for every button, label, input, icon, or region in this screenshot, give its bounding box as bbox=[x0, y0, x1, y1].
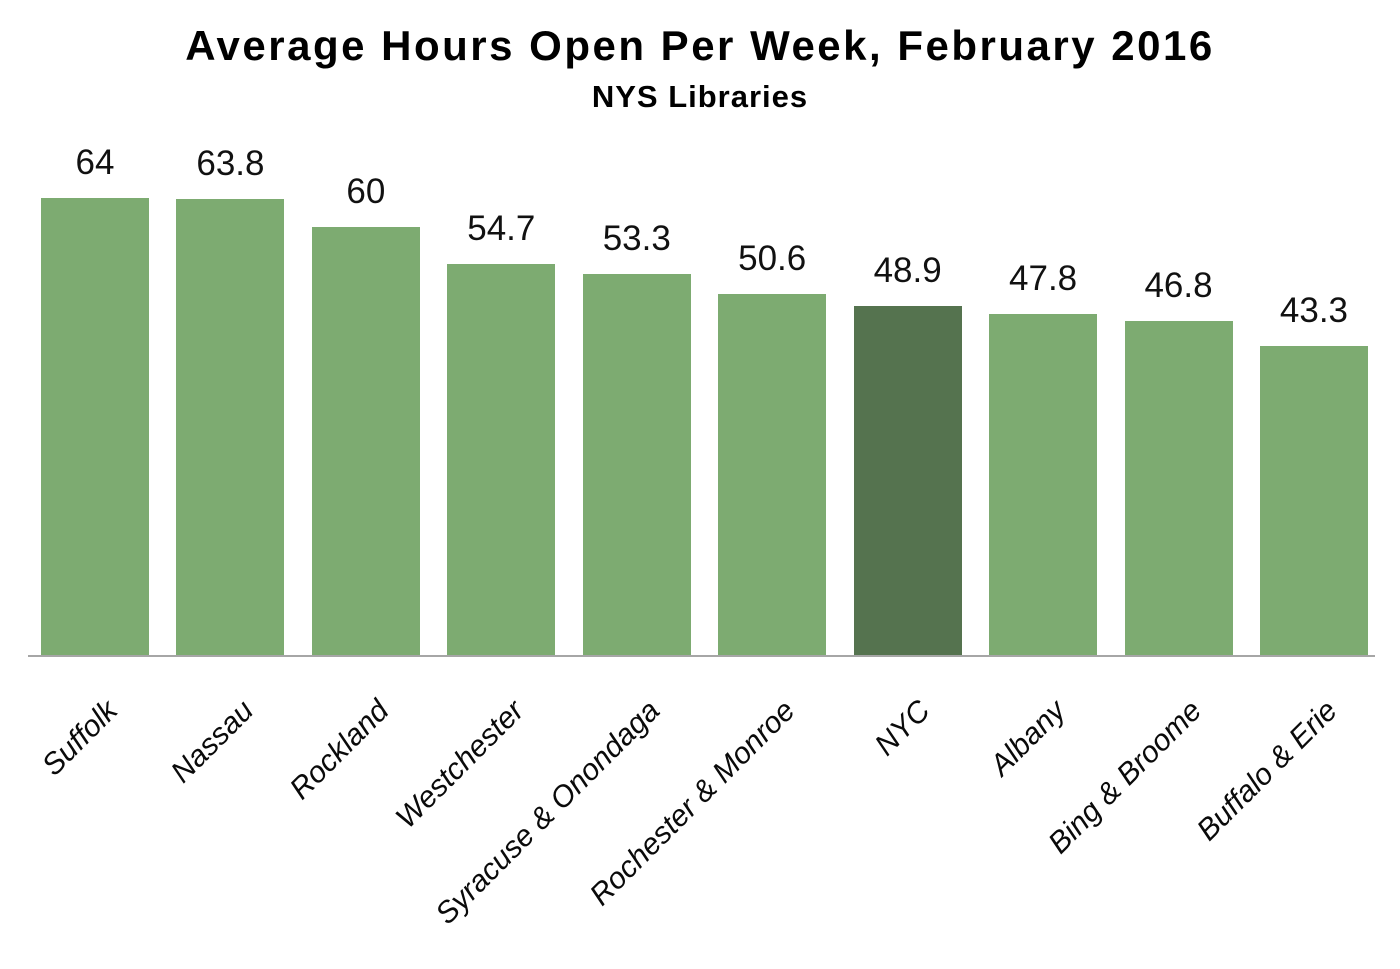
chart-title: Average Hours Open Per Week, February 20… bbox=[185, 22, 1215, 69]
bar-value-label-nassau: 63.8 bbox=[196, 144, 265, 183]
x-axis-label-rockland: Rockland bbox=[283, 694, 396, 806]
bar-value-label-rockland: 60 bbox=[346, 172, 386, 211]
bar-albany bbox=[989, 314, 1098, 655]
bar-westchester bbox=[447, 264, 556, 655]
bar-value-label-bing-broome: 46.8 bbox=[1144, 266, 1213, 305]
bar-value-label-westchester: 54.7 bbox=[467, 209, 536, 248]
bar-rockland bbox=[311, 227, 420, 655]
bar-value-label-buffalo-erie: 43.3 bbox=[1279, 291, 1349, 330]
x-axis-label-buffalo-erie: Buffalo & Erie bbox=[1190, 694, 1344, 848]
bar-nassau bbox=[176, 199, 285, 655]
bar-value-label-suffolk: 64 bbox=[75, 143, 115, 182]
x-axis-label-westchester: Westchester bbox=[389, 694, 531, 835]
bar-suffolk bbox=[41, 198, 149, 655]
bar-value-label-albany: 47.8 bbox=[1009, 259, 1078, 298]
bar-rochester-monroe bbox=[718, 294, 827, 655]
bar-nyc bbox=[853, 306, 962, 655]
bar-bing-broome bbox=[1124, 321, 1233, 655]
x-axis-line bbox=[28, 655, 1375, 657]
x-axis-label-nassau: Nassau bbox=[164, 694, 260, 790]
bar-syracuse-onondaga bbox=[582, 274, 691, 655]
bar-value-label-nyc: 48.9 bbox=[873, 251, 942, 290]
x-axis-label-albany: Albany bbox=[984, 694, 1073, 783]
chart-subtitle: NYS Libraries bbox=[591, 79, 809, 114]
x-axis-label-suffolk: Suffolk bbox=[36, 694, 125, 783]
bar-buffalo-erie bbox=[1259, 346, 1368, 655]
x-axis-label-nyc: NYC bbox=[868, 694, 937, 763]
bar-value-label-syracuse-onondaga: 53.3 bbox=[602, 219, 671, 258]
x-axis-label-syracuse-onondaga: Syracuse & Onondaga bbox=[429, 694, 667, 931]
bar-value-label-rochester-monroe: 50.6 bbox=[738, 239, 807, 278]
